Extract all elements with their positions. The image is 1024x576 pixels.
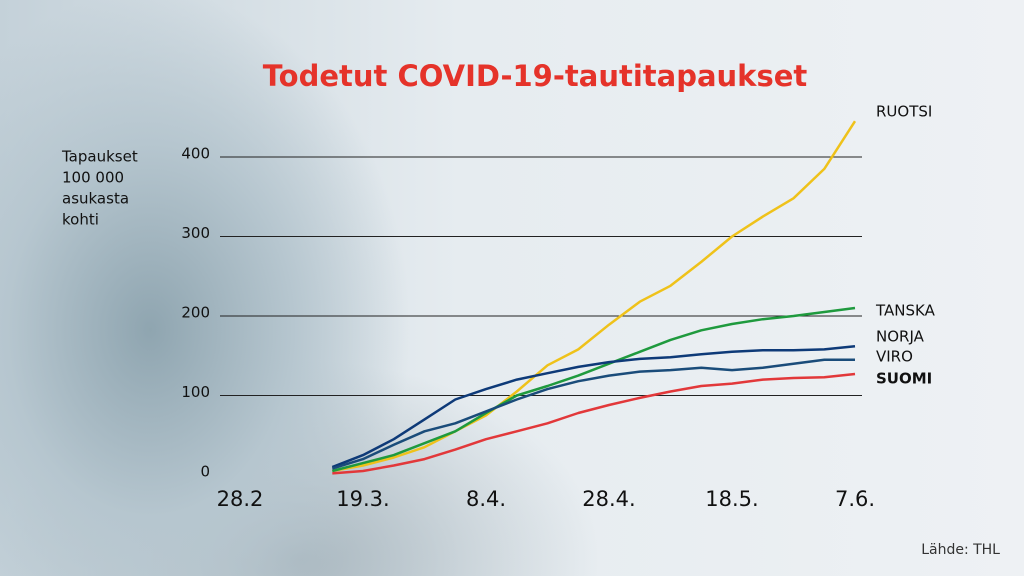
legend-label: TANSKA: [875, 302, 936, 320]
legend-label: VIRO: [876, 348, 913, 366]
series-line: [331, 358, 855, 470]
x-tick-label: 28.2: [217, 487, 264, 511]
series-line: [332, 372, 856, 475]
y-tick-label: 400: [181, 145, 210, 163]
legend-label: SUOMI: [876, 370, 932, 388]
x-tick-label: 28.4.: [582, 487, 635, 511]
y-axis-label: 100 000: [62, 169, 124, 187]
series-line: [332, 120, 857, 473]
series-line: [331, 344, 856, 469]
y-tick-label: 300: [181, 224, 210, 242]
y-tick-label: 100: [181, 383, 210, 401]
y-axis-label: asukasta: [62, 190, 129, 208]
source: Lähde: THL: [921, 542, 1000, 558]
legend-label: RUOTSI: [876, 103, 932, 121]
y-tick-label: 0: [200, 463, 210, 481]
y-axis-label: Tapaukset: [61, 148, 138, 166]
x-tick-label: 8.4.: [466, 487, 506, 511]
series-line: [331, 306, 856, 473]
y-axis-label: kohti: [62, 211, 99, 229]
x-tick-label: 7.6.: [835, 487, 875, 511]
y-tick-label: 200: [181, 304, 210, 322]
legend-label: NORJA: [876, 328, 925, 346]
x-tick-label: 19.3.: [336, 487, 389, 511]
chart-title: Todetut COVID-19-tautitapaukset: [263, 59, 808, 93]
x-tick-label: 18.5.: [705, 487, 758, 511]
